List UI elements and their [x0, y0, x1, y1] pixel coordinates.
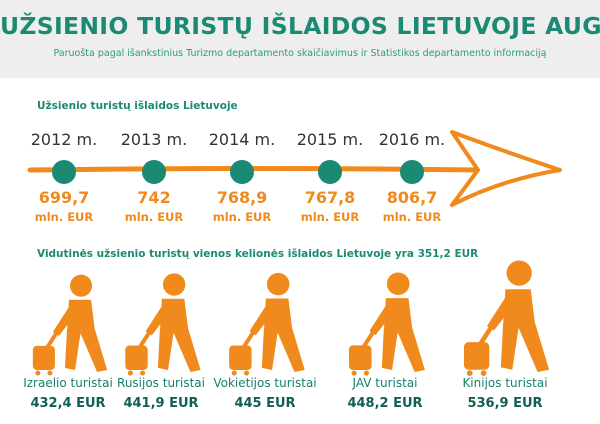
year-label: 2013 m.: [120, 130, 188, 149]
unit-label: mln. EUR: [124, 210, 184, 224]
page-title: UŽSIENIO TURISTŲ IŠLAIDOS LIETUVOJE AUGA: [0, 12, 600, 40]
tourist-figure-icon: [229, 272, 305, 376]
year-label: 2014 m.: [208, 130, 276, 149]
country-label: Vokietijos turistai: [213, 376, 317, 390]
timeline-point: [318, 160, 342, 184]
timeline-arrowhead: [450, 130, 562, 207]
tourist-figure-icon: [125, 273, 201, 376]
unit-label: mln. EUR: [212, 210, 272, 224]
country-label: JAV turistai: [352, 376, 418, 390]
value-label: 806,7: [386, 188, 438, 207]
timeline-point: [230, 160, 254, 184]
timeline-point: [400, 160, 424, 184]
spend-value: 432,4 EUR: [30, 396, 106, 411]
unit-label: mln. EUR: [34, 210, 94, 224]
year-label: 2016 m.: [378, 130, 446, 149]
spend-value: 445 EUR: [234, 396, 296, 411]
spending-title: Vidutinės užsienio turistų vienos kelion…: [37, 248, 479, 260]
tourist-figure-icon: [32, 274, 108, 376]
country-label: Rusijos turistai: [117, 376, 205, 390]
page-subtitle: Paruošta pagal išankstinius Turizmo depa…: [53, 48, 547, 59]
spend-value: 448,2 EUR: [347, 396, 423, 411]
value-label: 742: [137, 188, 171, 207]
timeline-point: [52, 160, 76, 184]
tourist-figure-icon: [464, 260, 550, 377]
timeline-title: Užsienio turistų išlaidos Lietuvoje: [37, 100, 238, 112]
timeline-point: [142, 160, 166, 184]
header-band: [0, 0, 600, 78]
country-label: Izraelio turistai: [23, 376, 113, 390]
spend-value: 536,9 EUR: [467, 396, 543, 411]
value-label: 767,8: [304, 188, 356, 207]
year-label: 2015 m.: [296, 130, 364, 149]
value-label: 699,7: [38, 188, 90, 207]
year-label: 2012 m.: [30, 130, 98, 149]
value-label: 768,9: [216, 188, 268, 207]
country-label: Kinijos turistai: [462, 376, 548, 390]
tourist-figure-icon: [348, 272, 425, 376]
unit-label: mln. EUR: [382, 210, 442, 224]
unit-label: mln. EUR: [300, 210, 360, 224]
spend-value: 441,9 EUR: [123, 396, 199, 411]
